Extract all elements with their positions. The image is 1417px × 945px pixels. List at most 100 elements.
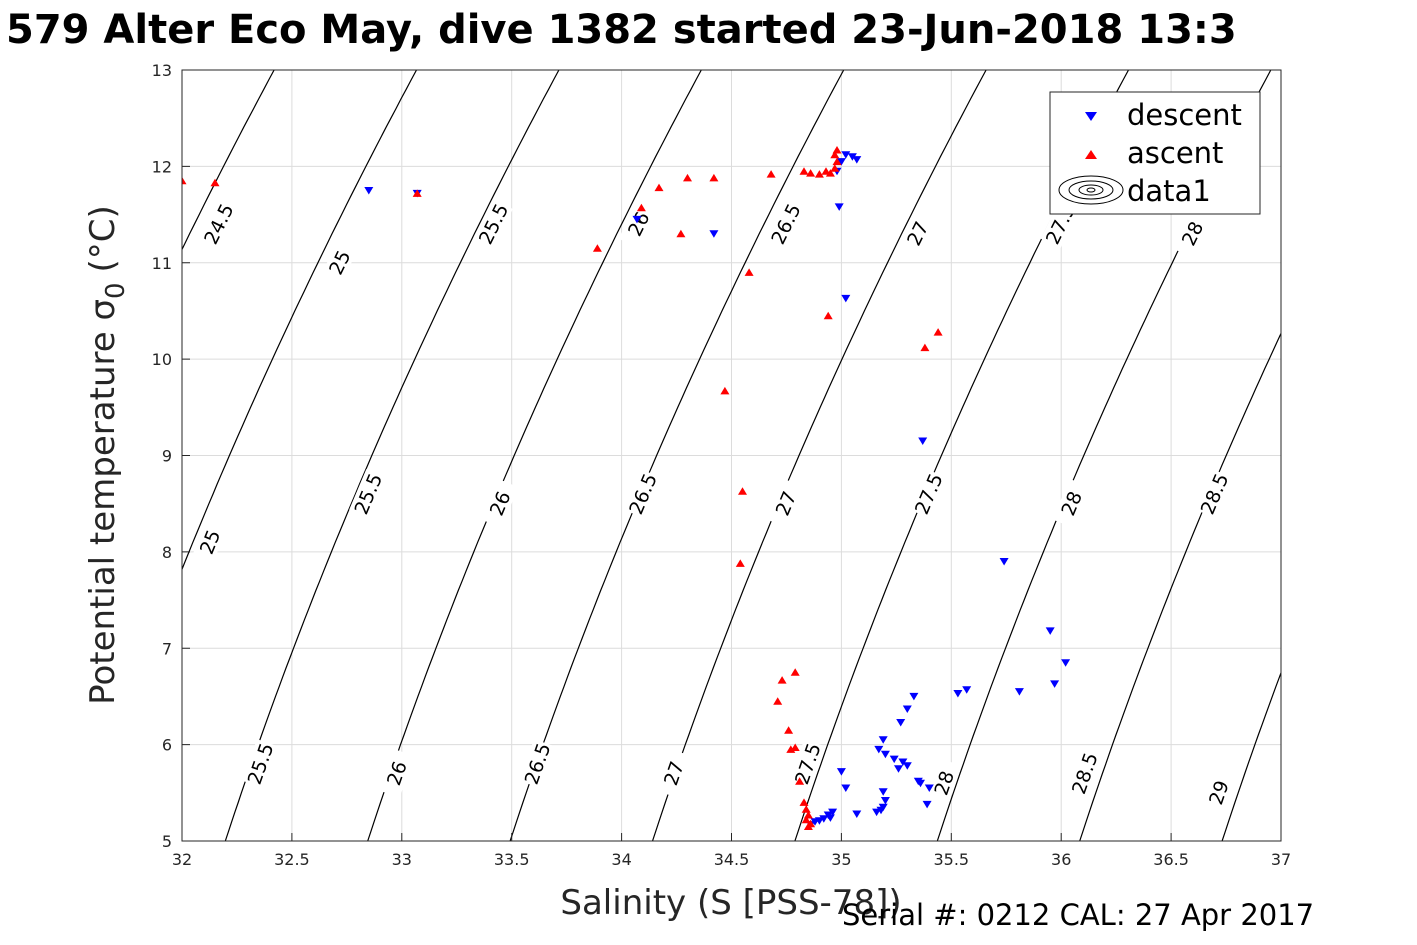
- descent-point: [852, 156, 862, 164]
- descent-point: [810, 818, 820, 826]
- contour-line: [1079, 332, 1281, 841]
- contour-label-bg: [319, 237, 359, 287]
- ascent-point: [676, 229, 686, 238]
- ascent-point: [790, 668, 800, 676]
- x-tick-label: 36: [1051, 850, 1071, 869]
- contour-line: [182, 70, 275, 251]
- legend: descent ascent data1: [1049, 91, 1261, 215]
- descent-point: [876, 806, 886, 815]
- x-tick-label: 35: [831, 850, 851, 869]
- ascent-point: [210, 178, 220, 187]
- legend-descent-marker: [1085, 112, 1097, 121]
- ascent-point: [801, 815, 811, 824]
- y-tick-label: 7: [162, 639, 172, 658]
- ascent-point: [412, 189, 422, 197]
- descent-point: [632, 215, 642, 224]
- ascent-point: [720, 386, 730, 395]
- descent-point: [847, 153, 857, 161]
- descent-point: [902, 705, 912, 713]
- legend-data1-contour-icon: [1058, 175, 1124, 205]
- data-points: [182, 146, 1071, 830]
- descent-point: [898, 758, 908, 766]
- descent-point: [922, 800, 932, 809]
- ascent-point: [790, 743, 800, 751]
- y-axis-label: Potential temperature σ0 (°C): [83, 205, 131, 705]
- contour-label-bg: [1066, 748, 1103, 798]
- descent-point: [902, 762, 912, 770]
- ascent-point: [735, 559, 745, 567]
- descent-point: [924, 784, 934, 792]
- contour-label-bg: [897, 208, 937, 258]
- descent-point: [909, 692, 919, 701]
- contour-line: [224, 70, 560, 841]
- ascent-point: [777, 676, 787, 684]
- descent-point: [872, 808, 882, 817]
- descent-point: [962, 686, 972, 694]
- ascent-point: [738, 487, 747, 495]
- descent-point: [834, 203, 844, 211]
- x-tick-label: 34.5: [714, 850, 750, 869]
- contour-line: [182, 70, 418, 571]
- contour-label-bg: [1052, 478, 1090, 528]
- contour-line: [651, 70, 987, 841]
- contour-label-bg: [1172, 208, 1212, 258]
- contour-line: [367, 70, 702, 841]
- contour-label-bg: [481, 478, 519, 528]
- contour-label-bg: [473, 199, 513, 249]
- descent-point: [918, 437, 928, 445]
- descent-point: [878, 736, 888, 744]
- contour-label: 27: [655, 748, 692, 798]
- contour-label-bg: [655, 748, 692, 798]
- contour-label-bg: [242, 739, 278, 788]
- ascent-point: [773, 697, 783, 705]
- x-tick-label: 34: [611, 850, 631, 869]
- y-axis-label-main: Potential temperature σ: [83, 299, 123, 705]
- x-tick-label: 32.5: [274, 850, 310, 869]
- ascent-point: [825, 169, 835, 177]
- ascent-point: [799, 167, 809, 175]
- ascent-point: [182, 176, 187, 185]
- contour-label: 27: [897, 208, 937, 258]
- contour-label-bg: [519, 739, 555, 788]
- x-tick-label: 35.5: [933, 850, 969, 869]
- axis-ticks: 32 32.5 33 33.5 34 34.5 35 35.5 36 36.5 37 5 6 7 8 9 10 1…: [152, 61, 1292, 869]
- ascent-point: [806, 169, 816, 177]
- ascent-point: [823, 311, 833, 320]
- descent-point: [364, 187, 374, 195]
- ascent-point: [920, 343, 930, 352]
- contour-label-bg: [926, 758, 962, 808]
- descent-point: [841, 294, 851, 303]
- contour-label-bg: [909, 469, 948, 519]
- y-tick-label: 5: [162, 832, 172, 851]
- legend-data1-label: data1: [1127, 174, 1211, 208]
- contour-label-bg: [623, 469, 662, 519]
- contour-label-bg: [765, 199, 806, 249]
- descent-point: [878, 788, 888, 796]
- y-tick-label: 11: [152, 254, 172, 273]
- ascent-point: [803, 822, 813, 830]
- contour-line: [509, 70, 845, 841]
- ascent-point: [814, 170, 824, 178]
- descent-point: [836, 768, 846, 776]
- ascent-point: [832, 157, 842, 166]
- descent-point: [1050, 680, 1060, 688]
- descent-point: [953, 690, 963, 698]
- ascent-point: [709, 173, 719, 182]
- y-tick-label: 13: [152, 61, 172, 80]
- contour-label-bg: [789, 739, 826, 788]
- ascent-point: [592, 244, 602, 252]
- ascent-point: [830, 150, 840, 159]
- descent-point: [709, 230, 719, 238]
- descent-point: [825, 814, 835, 822]
- y-tick-label: 10: [152, 350, 172, 369]
- descent-point: [1014, 688, 1024, 696]
- descent-point: [852, 810, 862, 818]
- legend-ascent-label: ascent: [1127, 136, 1223, 170]
- contour-line: [1221, 671, 1281, 841]
- contour-label-bg: [191, 517, 229, 567]
- descent-point: [1045, 627, 1055, 635]
- x-axis-label: Salinity (S [PSS-78]): [560, 883, 901, 923]
- ascent-point: [744, 268, 754, 276]
- ascent-point: [799, 798, 809, 806]
- contour-label-bg: [349, 469, 387, 519]
